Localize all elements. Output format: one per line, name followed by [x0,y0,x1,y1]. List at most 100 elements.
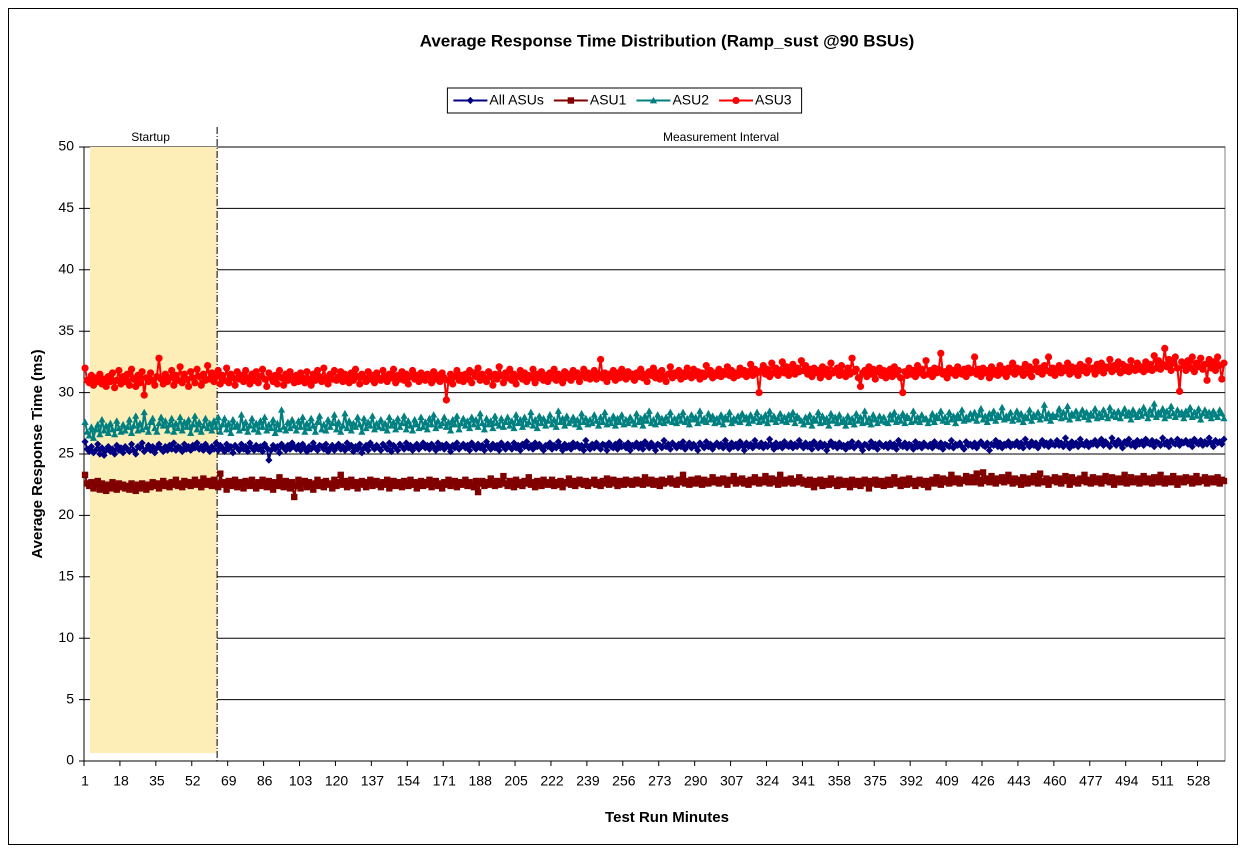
data-point [1127,416,1135,423]
data-point [297,485,304,492]
data-point [172,419,180,427]
data-point [624,439,632,447]
data-point [913,413,922,421]
x-tick-label: 52 [185,773,201,789]
data-point [126,486,133,493]
data-point [749,479,756,486]
data-point [472,445,480,453]
data-point [706,440,715,448]
data-point [476,409,484,417]
data-point [461,422,469,429]
data-point [239,424,248,432]
data-point [277,406,286,413]
data-point [1125,435,1133,443]
data-point [421,418,429,425]
region-label: Measurement Interval [663,130,779,144]
data-point [1112,413,1120,421]
data-point [679,471,687,479]
data-point [288,416,296,423]
data-point [472,477,480,485]
data-point [580,446,588,454]
data-point [404,444,412,452]
data-point [658,476,666,483]
data-point [1118,444,1127,452]
data-point [102,487,110,495]
data-point [168,414,176,422]
data-point [1087,480,1095,487]
data-point [928,409,936,417]
data-point [531,379,539,387]
data-point [223,440,231,448]
data-point [1038,412,1046,419]
data-point [487,417,495,424]
data-point [430,411,438,418]
data-point [863,479,871,486]
data-point [89,449,98,457]
data-point [485,443,493,451]
data-point [1203,480,1211,487]
data-point [341,409,349,417]
data-point [597,355,605,364]
data-point [789,444,797,452]
data-point [899,389,907,397]
data-point [1134,475,1141,482]
data-point [457,419,465,427]
data-point [1140,472,1147,480]
data-point [318,479,325,486]
data-point [713,476,721,483]
data-point [696,407,704,414]
data-point [184,382,193,391]
data-point [1214,353,1222,361]
data-point [1030,441,1038,450]
data-point [939,417,947,424]
data-point [310,486,317,493]
data-point [804,418,812,425]
data-point [246,422,254,429]
data-point [782,418,791,425]
data-point [548,420,556,428]
data-point [956,414,964,422]
data-point [356,420,364,428]
data-point [398,443,406,451]
data-point [590,411,598,418]
data-point [151,381,159,389]
data-point [85,431,93,439]
data-point [387,374,396,382]
data-point [1159,404,1167,412]
data-point [221,481,228,488]
data-point [1085,416,1093,423]
data-point [1194,404,1203,412]
data-point [252,419,260,427]
data-point [702,418,710,425]
data-point [846,483,854,491]
data-point [1034,480,1042,487]
data-point [808,422,816,429]
data-point [1108,474,1116,481]
data-point [335,418,343,425]
data-point [197,428,205,435]
data-point [269,486,277,493]
data-point [738,409,746,417]
data-point [1133,436,1141,445]
data-point [1019,444,1027,452]
x-tick-label: 103 [289,773,313,789]
data-point [280,381,288,389]
data-point [681,445,689,453]
data-point [778,358,786,366]
data-point [425,445,434,453]
data-point [1009,417,1017,424]
data-point [1192,412,1201,419]
data-point [840,441,848,450]
data-point [626,446,634,454]
data-point [715,418,723,425]
data-point [572,482,579,490]
data-point [92,446,100,454]
data-point [820,440,829,448]
data-point [413,440,421,448]
data-point [163,427,172,434]
data-point [563,480,571,487]
data-point [829,443,837,451]
data-point [335,440,343,448]
data-point [984,475,991,482]
data-point [201,414,210,422]
